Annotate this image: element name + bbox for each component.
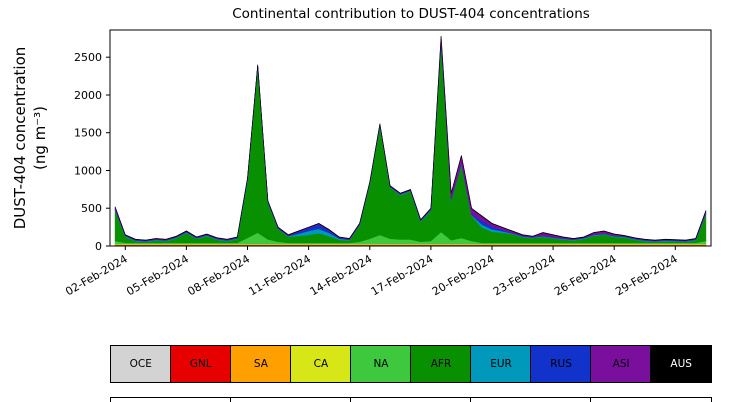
x-tick-label: 11-Feb-2024 <box>246 252 313 298</box>
legend-label: RUS <box>550 358 572 370</box>
y-tick-label: 1500 <box>74 127 102 140</box>
legend-row2-partial <box>110 397 712 402</box>
x-tick-label: 17-Feb-2024 <box>369 252 436 298</box>
legend-label: AFR <box>430 358 452 370</box>
x-tick-label: 23-Feb-2024 <box>491 252 558 298</box>
legend-row2-cell <box>590 397 712 402</box>
axes-box <box>109 29 712 247</box>
legend-label: AUS <box>670 358 692 370</box>
legend-item-ca: CA <box>290 345 352 383</box>
legend-label: OCE <box>129 358 152 370</box>
legend-row2-cell <box>470 397 592 402</box>
chart-title: Continental contribution to DUST-404 con… <box>232 6 590 22</box>
legend-item-aus: AUS <box>650 345 712 383</box>
legend-row2-cell <box>110 397 232 402</box>
stacked-area-plot: 0 500 1000 1500 2000 2500 02-Feb-202405-Feb-20… <box>63 29 712 298</box>
legend: OCE GNL SA CA NA AFR EUR RUS ASI AUS <box>110 345 712 383</box>
y-tick-label: 2500 <box>74 51 102 64</box>
x-tick-label: 20-Feb-2024 <box>430 252 497 298</box>
legend-item-gnl: GNL <box>170 345 232 383</box>
legend-item-rus: RUS <box>530 345 592 383</box>
x-tick-label: 14-Feb-2024 <box>308 252 375 298</box>
legend-label: ASI <box>612 358 630 370</box>
legend-row2-cell <box>350 397 472 402</box>
y-tick-label: 2000 <box>74 89 102 102</box>
y-tick-label: 500 <box>81 202 102 215</box>
legend-item-afr: AFR <box>410 345 472 383</box>
legend-row2-cell <box>230 397 352 402</box>
legend-item-oce: OCE <box>110 345 172 383</box>
legend-item-sa: SA <box>230 345 292 383</box>
x-tick-label: 05-Feb-2024 <box>124 252 191 298</box>
y-tick-label: 0 <box>95 240 102 253</box>
legend-item-eur: EUR <box>470 345 532 383</box>
x-tick-label: 29-Feb-2024 <box>613 252 680 298</box>
legend-label: GNL <box>189 358 212 370</box>
x-tick-label: 26-Feb-2024 <box>552 252 619 298</box>
area-series-afr <box>114 41 707 244</box>
area-series-aus <box>114 35 707 241</box>
y-tick-label: 1000 <box>74 164 102 177</box>
legend-label: NA <box>373 358 389 370</box>
legend-label: CA <box>313 358 329 370</box>
legend-item-asi: ASI <box>590 345 652 383</box>
legend-label: EUR <box>490 358 512 370</box>
x-tick-label: 08-Feb-2024 <box>185 252 252 298</box>
x-tick-label: 02-Feb-2024 <box>63 252 130 298</box>
legend-label: SA <box>253 358 268 370</box>
legend-item-na: NA <box>350 345 412 383</box>
